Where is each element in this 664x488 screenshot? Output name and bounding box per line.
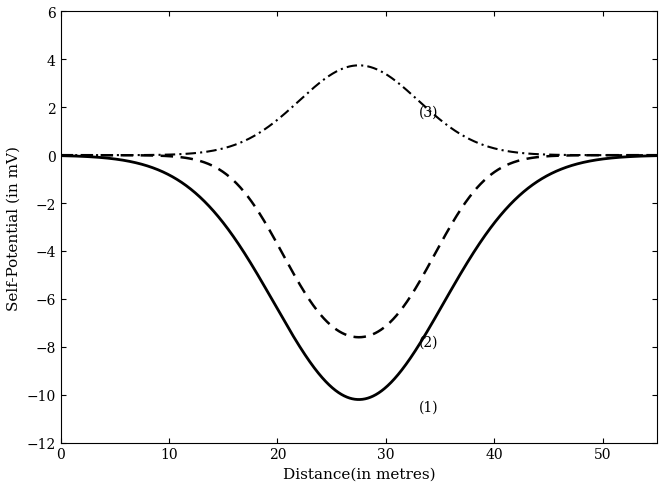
X-axis label: Distance(in metres): Distance(in metres) [282,467,435,481]
Text: (2): (2) [418,335,438,349]
Text: (3): (3) [418,106,438,120]
Text: (1): (1) [418,400,438,414]
Y-axis label: Self-Potential (in mV): Self-Potential (in mV) [7,145,21,310]
